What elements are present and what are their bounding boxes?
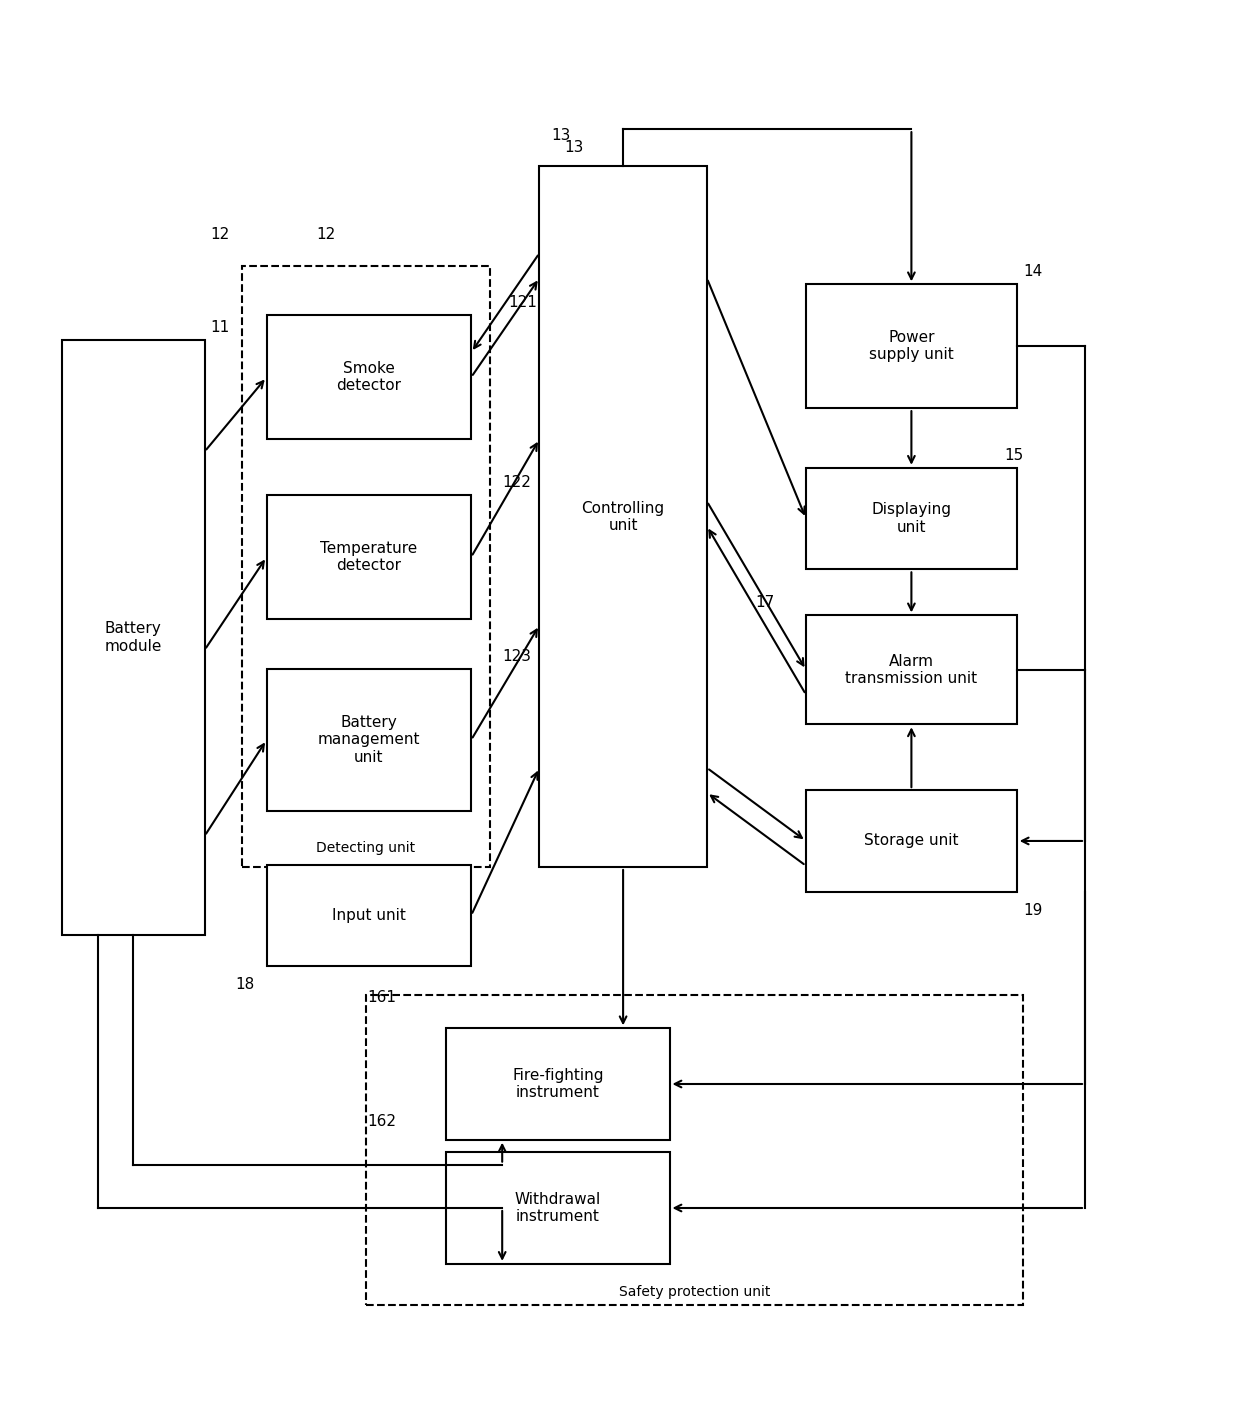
Text: 123: 123 [502,649,531,664]
Text: 13: 13 [564,141,584,155]
Text: 17: 17 [755,595,775,611]
Text: Controlling
unit: Controlling unit [582,500,665,533]
Text: 13: 13 [552,128,572,142]
Text: 11: 11 [211,320,231,335]
Text: 18: 18 [234,977,254,993]
Text: Power
supply unit: Power supply unit [869,330,954,362]
Text: 161: 161 [368,990,397,1005]
Text: 12: 12 [210,226,229,242]
FancyBboxPatch shape [806,285,1017,409]
FancyBboxPatch shape [366,995,1023,1304]
Text: Displaying
unit: Displaying unit [872,503,951,535]
Text: Battery
module: Battery module [104,621,162,654]
Text: Temperature
detector: Temperature detector [320,541,418,574]
Text: 15: 15 [1004,447,1024,463]
Text: Input unit: Input unit [332,909,405,923]
FancyBboxPatch shape [267,669,471,812]
Text: Detecting unit: Detecting unit [316,840,415,854]
FancyBboxPatch shape [267,864,471,967]
FancyBboxPatch shape [62,340,205,936]
FancyBboxPatch shape [446,1152,670,1265]
Text: Alarm
transmission unit: Alarm transmission unit [846,654,977,686]
FancyBboxPatch shape [806,467,1017,570]
Text: 121: 121 [508,295,537,310]
Text: 122: 122 [502,476,531,490]
Text: Smoke
detector: Smoke detector [336,362,402,393]
FancyBboxPatch shape [267,496,471,619]
Text: 19: 19 [1023,903,1043,918]
FancyBboxPatch shape [446,1028,670,1139]
Text: Safety protection unit: Safety protection unit [619,1284,770,1299]
Text: 12: 12 [316,226,336,242]
Text: Storage unit: Storage unit [864,833,959,849]
FancyBboxPatch shape [242,266,490,867]
Text: Fire-fighting
instrument: Fire-fighting instrument [512,1068,604,1101]
Text: 162: 162 [368,1114,397,1129]
FancyBboxPatch shape [806,790,1017,891]
Text: 14: 14 [1023,265,1043,279]
Text: Battery
management
unit: Battery management unit [317,715,420,765]
Text: Withdrawal
instrument: Withdrawal instrument [515,1192,601,1225]
FancyBboxPatch shape [806,615,1017,725]
FancyBboxPatch shape [267,315,471,439]
FancyBboxPatch shape [539,167,707,867]
